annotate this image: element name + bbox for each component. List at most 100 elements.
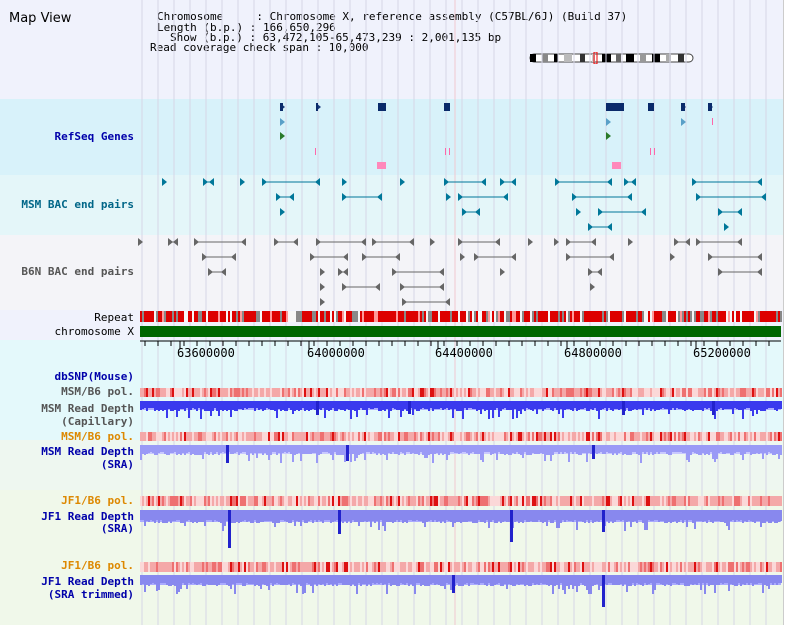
jf1-b6-pol-label-1[interactable]: JF1/B6 pol.	[61, 494, 134, 507]
pol-cell	[584, 562, 586, 572]
pol-cell	[214, 496, 216, 506]
pol-cell	[226, 496, 228, 506]
pol-cell	[168, 388, 170, 397]
depth-bar	[598, 445, 600, 453]
pol-cell	[754, 562, 756, 572]
pol-cell	[198, 432, 200, 441]
pol-cell	[358, 388, 360, 397]
depth-bar	[636, 575, 638, 583]
repeat-block	[140, 311, 142, 322]
pol-cell	[600, 496, 602, 506]
pol-cell	[618, 496, 620, 506]
repeat-block	[198, 311, 200, 322]
pol-cell	[622, 562, 624, 572]
depth-bar	[186, 401, 188, 408]
depth-bar	[642, 510, 644, 523]
depth-bar	[184, 401, 186, 411]
depth-bar	[750, 575, 752, 583]
pol-cell	[294, 388, 296, 397]
depth-bar	[326, 575, 328, 583]
pol-cell	[376, 432, 378, 441]
msm-read-depth-sra-label[interactable]: MSM Read Depth	[41, 445, 134, 458]
msm-b6-pol-label-2[interactable]: MSM/B6 pol.	[61, 430, 134, 443]
depth-bar	[722, 445, 724, 454]
genome-tracks[interactable]	[0, 0, 783, 625]
pol-cell	[294, 496, 296, 506]
depth-bar	[168, 445, 170, 455]
pol-cell	[662, 388, 664, 397]
depth-bar	[314, 401, 316, 410]
depth-bar	[752, 401, 754, 416]
depth-bar	[406, 401, 408, 411]
depth-bar	[468, 445, 470, 455]
pol-cell	[320, 496, 322, 506]
depth-bar	[218, 510, 220, 522]
repeat-block	[468, 311, 470, 322]
repeat-block	[188, 311, 190, 322]
depth-bar	[466, 401, 468, 410]
dbsnp-label[interactable]: dbSNP(Mouse)	[54, 370, 134, 383]
msm-read-depth-capillary-label[interactable]: MSM Read Depth	[41, 402, 134, 415]
pol-cell	[398, 562, 400, 572]
depth-bar	[514, 401, 516, 409]
pol-cell	[220, 432, 222, 441]
jf1-read-depth-sra-label[interactable]: JF1 Read Depth	[41, 510, 134, 523]
depth-bar	[600, 445, 602, 452]
depth-bar	[776, 401, 778, 411]
pol-cell	[688, 562, 690, 572]
chromosome-ideogram[interactable]	[528, 52, 698, 64]
right-scroll-rail[interactable]	[783, 0, 800, 625]
msm-bac-label[interactable]: MSM BAC end pairs	[21, 198, 134, 211]
pol-cell	[500, 388, 502, 397]
repeat-block	[620, 311, 622, 322]
gene-arrow	[681, 118, 686, 126]
depth-bar	[508, 510, 510, 522]
depth-bar	[210, 445, 212, 452]
pol-cell	[668, 562, 670, 572]
depth-bar	[196, 510, 198, 523]
depth-bar	[218, 401, 220, 416]
depth-bar	[206, 510, 208, 520]
depth-bar	[688, 445, 690, 462]
pol-cell	[670, 562, 672, 572]
pol-cell	[520, 496, 522, 506]
depth-bar	[588, 445, 590, 453]
pol-cell	[432, 496, 434, 506]
pol-cell	[768, 562, 770, 572]
msm-bac-end	[315, 178, 320, 186]
depth-bar	[388, 445, 390, 453]
jf1-read-depth-trimmed-label[interactable]: JF1 Read Depth	[41, 575, 134, 588]
depth-bar	[260, 445, 262, 453]
pol-cell	[458, 562, 460, 572]
depth-bar	[476, 575, 478, 584]
repeat-block	[160, 311, 162, 322]
depth-bar	[206, 401, 208, 411]
pol-cell	[606, 432, 608, 441]
msm-bac-end	[718, 208, 723, 216]
depth-bar	[430, 575, 432, 584]
b6n-bac-label[interactable]: B6N BAC end pairs	[21, 265, 134, 278]
pol-cell	[272, 562, 274, 572]
pol-cell	[756, 562, 758, 572]
depth-bar	[594, 575, 596, 585]
pol-cell	[256, 562, 258, 572]
depth-bar	[730, 510, 732, 521]
pol-cell	[718, 562, 720, 572]
repeat-block	[148, 311, 150, 322]
pol-cell	[770, 432, 772, 441]
depth-bar	[504, 445, 506, 455]
refseq-genes-label[interactable]: RefSeq Genes	[54, 130, 134, 143]
depth-bar	[488, 510, 490, 528]
pol-cell	[480, 562, 482, 572]
pol-cell	[212, 496, 214, 506]
msm-b6-pol-label-1[interactable]: MSM/B6 pol.	[61, 385, 134, 398]
pol-cell	[576, 496, 578, 506]
pol-cell	[780, 562, 782, 572]
jf1-b6-pol-label-2[interactable]: JF1/B6 pol.	[61, 559, 134, 572]
depth-bar	[608, 445, 610, 453]
pol-cell	[490, 496, 492, 506]
depth-bar	[600, 575, 602, 586]
depth-bar	[524, 445, 526, 452]
depth-bar	[292, 401, 294, 414]
depth-bar	[734, 445, 736, 453]
